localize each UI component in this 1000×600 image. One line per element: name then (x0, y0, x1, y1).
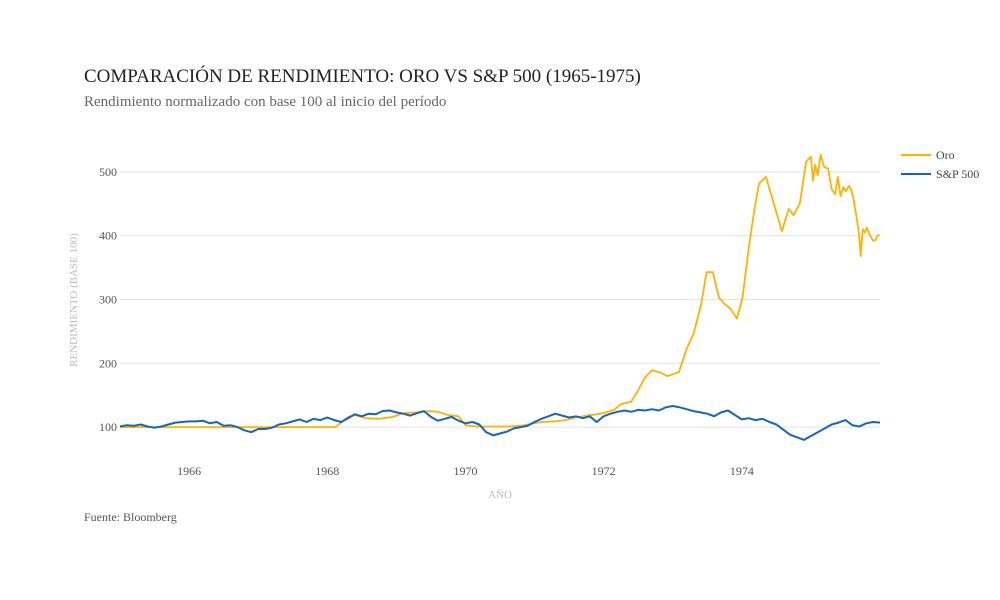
series-line-oro (120, 153, 880, 428)
y-axis-ticks: 100 200 300 400 500 (99, 165, 117, 434)
y-tick-label: 400 (99, 229, 117, 243)
x-tick-label: 1972 (592, 464, 616, 478)
legend-item-oro[interactable]: Oro (901, 148, 955, 162)
series-lines (119, 153, 881, 441)
legend-label: Oro (936, 148, 955, 162)
x-axis-title: AÑO (488, 489, 512, 501)
series-line-sp500 (119, 405, 881, 441)
source-note: Fuente: Bloomberg (84, 510, 177, 524)
gridlines (120, 171, 880, 428)
x-tick-label: 1968 (315, 464, 339, 478)
y-tick-label: 500 (99, 165, 117, 179)
x-tick-label: 1970 (453, 464, 477, 478)
legend-item-sp500[interactable]: S&P 500 (901, 167, 979, 181)
y-tick-label: 300 (99, 293, 117, 307)
x-axis-ticks: 1966 1968 1970 1972 1974 (177, 464, 754, 478)
x-tick-label: 1974 (730, 464, 754, 478)
legend: Oro S&P 500 (901, 148, 979, 181)
y-tick-label: 200 (99, 356, 117, 370)
chart-title: COMPARACIÓN DE RENDIMIENTO: ORO VS S&P 5… (84, 66, 641, 87)
x-tick-label: 1966 (177, 464, 201, 478)
chart-subtitle: Rendimiento normalizado con base 100 al … (84, 94, 447, 110)
legend-label: S&P 500 (936, 167, 979, 181)
y-axis-title: RENDIMIENTO (BASE 100) (68, 233, 80, 367)
y-tick-label: 100 (99, 420, 117, 434)
